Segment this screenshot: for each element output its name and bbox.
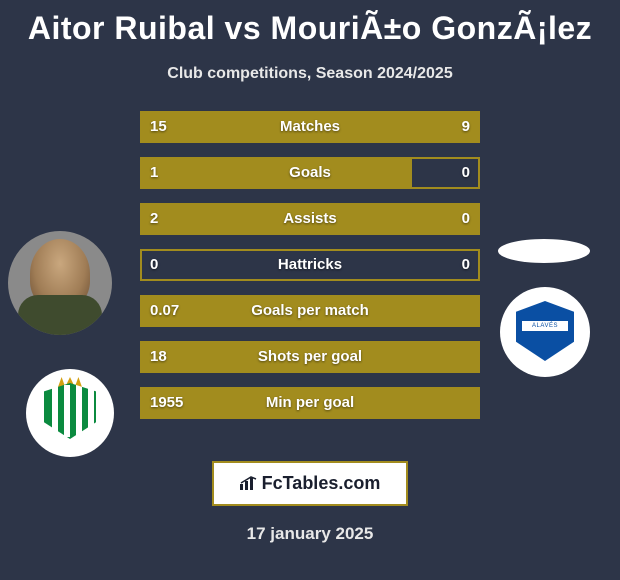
comparison-panel: 159Matches 10Goals 20Assists 00Hattricks 0.0… bbox=[0, 111, 620, 451]
stat-label: Shots per goal bbox=[140, 341, 480, 373]
page-title: Aitor Ruibal vs MouriÃ±o GonzÃ¡lez bbox=[0, 0, 620, 47]
player-left-photo bbox=[8, 231, 112, 335]
date-label: 17 january 2025 bbox=[0, 524, 620, 544]
stat-label: Matches bbox=[140, 111, 480, 143]
stat-row: 20Assists bbox=[140, 203, 480, 235]
alaves-crest: ALAVÉS bbox=[516, 301, 574, 363]
stat-row: 1955Min per goal bbox=[140, 387, 480, 419]
club-right-logo: ALAVÉS bbox=[500, 287, 590, 377]
stat-row: 0.07Goals per match bbox=[140, 295, 480, 327]
stat-row: 10Goals bbox=[140, 157, 480, 189]
stat-label: Goals bbox=[140, 157, 480, 189]
betis-crest bbox=[44, 383, 96, 441]
stat-label: Assists bbox=[140, 203, 480, 235]
brand-label: FcTables.com bbox=[262, 473, 381, 493]
stat-label: Goals per match bbox=[140, 295, 480, 327]
stat-row: 18Shots per goal bbox=[140, 341, 480, 373]
brand-box: FcTables.com bbox=[212, 461, 409, 506]
stat-label: Min per goal bbox=[140, 387, 480, 419]
chart-icon bbox=[240, 476, 258, 490]
player-right-photo-placeholder bbox=[498, 239, 590, 263]
avatar-silhouette bbox=[30, 239, 90, 309]
stat-bars: 159Matches 10Goals 20Assists 00Hattricks 0.0… bbox=[140, 111, 480, 433]
stat-label: Hattricks bbox=[140, 249, 480, 281]
stat-row: 159Matches bbox=[140, 111, 480, 143]
subtitle: Club competitions, Season 2024/2025 bbox=[0, 65, 620, 83]
club-left-logo bbox=[26, 369, 114, 457]
stat-row: 00Hattricks bbox=[140, 249, 480, 281]
footer: FcTables.com bbox=[0, 461, 620, 506]
